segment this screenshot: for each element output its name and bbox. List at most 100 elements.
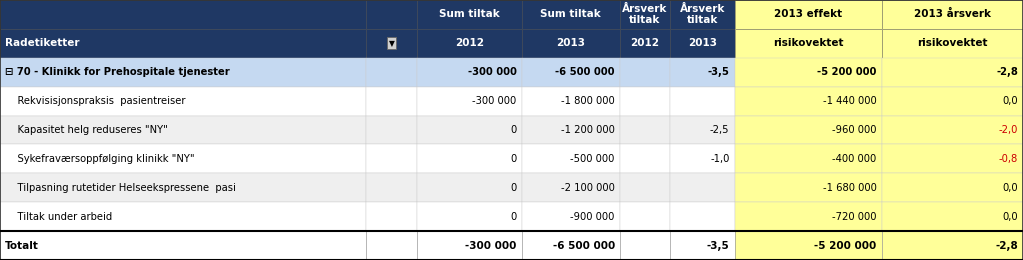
Bar: [670, 29, 735, 58]
Bar: [366, 202, 417, 231]
Bar: [670, 231, 735, 260]
Text: Totalt: Totalt: [5, 240, 39, 251]
Text: 0: 0: [510, 154, 517, 164]
Bar: [366, 58, 417, 87]
Bar: [522, 231, 620, 260]
Text: Årsverk
tiltak: Årsverk tiltak: [622, 4, 668, 25]
Bar: [0, 145, 366, 173]
Text: -300 000: -300 000: [473, 96, 517, 106]
Bar: [366, 58, 417, 87]
Bar: [0, 29, 366, 58]
Text: ▼: ▼: [389, 39, 395, 48]
Bar: [882, 173, 1023, 202]
Bar: [417, 58, 522, 87]
Bar: [882, 115, 1023, 145]
Text: -720 000: -720 000: [833, 212, 877, 222]
Bar: [735, 145, 882, 173]
Bar: [620, 173, 670, 202]
Bar: [366, 115, 417, 145]
Bar: [522, 202, 620, 231]
Bar: [620, 29, 670, 58]
Bar: [522, 202, 620, 231]
Bar: [366, 29, 417, 58]
Bar: [882, 58, 1023, 87]
Text: -1 440 000: -1 440 000: [822, 96, 877, 106]
Bar: [882, 87, 1023, 115]
Bar: [522, 87, 620, 115]
Bar: [366, 202, 417, 231]
Text: -1,0: -1,0: [710, 154, 729, 164]
Bar: [882, 0, 1023, 29]
Text: Tilpasning rutetider Helseekspressene  pasi: Tilpasning rutetider Helseekspressene pa…: [5, 183, 236, 193]
Text: -900 000: -900 000: [571, 212, 615, 222]
Bar: [882, 115, 1023, 145]
Bar: [735, 231, 882, 260]
Text: -2,5: -2,5: [710, 125, 729, 135]
Text: -3,5: -3,5: [708, 67, 729, 77]
Bar: [417, 202, 522, 231]
Text: 2013 årsverk: 2013 årsverk: [914, 9, 991, 20]
Bar: [366, 115, 417, 145]
Bar: [670, 231, 735, 260]
Text: -3,5: -3,5: [707, 240, 729, 251]
Bar: [670, 145, 735, 173]
Text: 0: 0: [510, 212, 517, 222]
Text: Radetiketter: Radetiketter: [5, 38, 80, 48]
Bar: [366, 29, 417, 58]
Bar: [670, 58, 735, 87]
Bar: [735, 173, 882, 202]
Bar: [0, 115, 366, 145]
Bar: [366, 0, 417, 29]
Text: -6 500 000: -6 500 000: [552, 240, 615, 251]
Bar: [0, 58, 366, 87]
Text: -300 000: -300 000: [465, 240, 517, 251]
Bar: [0, 115, 366, 145]
Bar: [670, 115, 735, 145]
Text: -2,8: -2,8: [996, 67, 1018, 77]
Bar: [882, 29, 1023, 58]
Bar: [366, 145, 417, 173]
Bar: [0, 173, 366, 202]
Bar: [670, 58, 735, 87]
Bar: [735, 0, 882, 29]
Bar: [0, 0, 366, 29]
Bar: [882, 202, 1023, 231]
Text: Sum tiltak: Sum tiltak: [540, 9, 602, 20]
Bar: [417, 87, 522, 115]
Bar: [0, 173, 366, 202]
Bar: [620, 87, 670, 115]
Bar: [620, 29, 670, 58]
Bar: [366, 231, 417, 260]
Bar: [620, 115, 670, 145]
Bar: [670, 87, 735, 115]
Bar: [882, 231, 1023, 260]
Bar: [882, 231, 1023, 260]
Bar: [366, 87, 417, 115]
Bar: [522, 115, 620, 145]
Bar: [417, 231, 522, 260]
Text: Årsverk
tiltak: Årsverk tiltak: [679, 4, 725, 25]
Bar: [670, 145, 735, 173]
Bar: [882, 87, 1023, 115]
Text: 2012: 2012: [455, 38, 484, 48]
Bar: [0, 29, 366, 58]
Text: Kapasitet helg reduseres "NY": Kapasitet helg reduseres "NY": [5, 125, 168, 135]
Text: Sum tiltak: Sum tiltak: [439, 9, 500, 20]
Bar: [417, 231, 522, 260]
Bar: [735, 29, 882, 58]
Text: 2013: 2013: [557, 38, 585, 48]
Bar: [0, 202, 366, 231]
Bar: [735, 173, 882, 202]
Text: 0,0: 0,0: [1003, 183, 1018, 193]
Bar: [366, 173, 417, 202]
Bar: [522, 58, 620, 87]
Bar: [882, 145, 1023, 173]
Bar: [366, 173, 417, 202]
Text: risikovektet: risikovektet: [773, 38, 843, 48]
Bar: [0, 0, 366, 29]
Bar: [620, 115, 670, 145]
Bar: [522, 87, 620, 115]
Bar: [417, 173, 522, 202]
Bar: [670, 173, 735, 202]
Bar: [735, 29, 882, 58]
